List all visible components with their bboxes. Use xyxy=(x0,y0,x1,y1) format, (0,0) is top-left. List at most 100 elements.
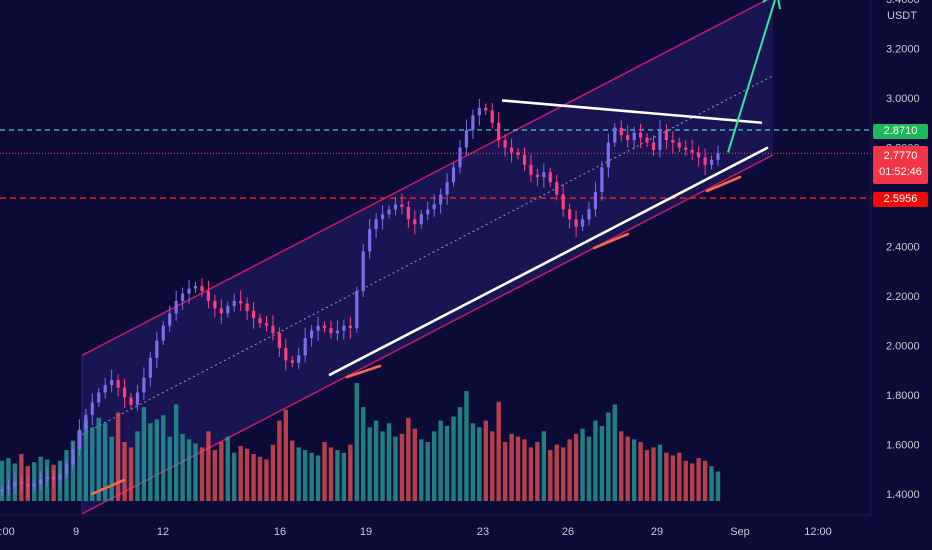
ascending-support-line xyxy=(328,146,769,377)
volume-bar xyxy=(83,420,89,501)
volume-bar xyxy=(103,423,108,501)
candle-body xyxy=(580,219,585,227)
volume-bar xyxy=(328,447,334,501)
price-tick-label: 1.4000 xyxy=(886,489,920,501)
volume-bar xyxy=(638,442,643,501)
volume-bar xyxy=(193,443,198,501)
candle-body xyxy=(342,325,346,331)
volume-bar xyxy=(148,423,153,501)
candle-countdown: 01:52:46 xyxy=(879,166,922,178)
volume-bar xyxy=(180,433,185,501)
candle-body xyxy=(503,140,507,148)
volume-bar xyxy=(264,459,269,501)
volume-bar xyxy=(154,419,160,501)
candle-body xyxy=(58,474,62,480)
candle-body xyxy=(400,204,404,207)
volume-bar xyxy=(386,423,392,501)
candle-body xyxy=(90,402,94,415)
volume-bar xyxy=(625,436,630,501)
volume-bar xyxy=(593,420,598,501)
projection-arrow-head xyxy=(762,0,781,10)
candle-body xyxy=(529,164,533,175)
volume-bar xyxy=(438,420,443,501)
candle-body xyxy=(684,147,688,150)
candle-body xyxy=(593,192,598,210)
candle-body xyxy=(64,464,69,475)
volume-bar xyxy=(399,433,405,501)
candle-body xyxy=(155,340,159,358)
candle-body xyxy=(355,291,359,329)
volume-bar xyxy=(496,401,501,501)
candle-body xyxy=(393,204,398,210)
candle-body xyxy=(226,305,230,314)
candle-body xyxy=(348,325,352,329)
candle-body xyxy=(251,310,256,319)
volume-bar xyxy=(206,431,211,501)
volume-bar xyxy=(644,450,650,501)
candle-body xyxy=(406,206,410,220)
price-tag-lower-level: 2.5956 xyxy=(873,192,928,207)
candle-body xyxy=(716,153,720,160)
candle-body xyxy=(509,147,514,153)
price-tick-label: 2.2000 xyxy=(886,291,920,303)
volume-bar xyxy=(257,456,263,501)
volume-bar xyxy=(464,391,469,501)
time-axis-labels: 2:00 9 12 16 19 23 26 29 Sep 12:00 xyxy=(0,526,832,538)
candle-body xyxy=(419,214,423,225)
candle-body xyxy=(632,132,636,141)
volume-bar xyxy=(451,416,456,501)
candle-body xyxy=(84,414,88,430)
candle-body xyxy=(497,122,501,141)
time-axis-label: 23 xyxy=(477,526,489,538)
volume-bar xyxy=(689,463,695,501)
candle-body xyxy=(697,152,701,158)
price-axis-ticks: 3.40003.20003.00002.80002.60002.40002.20… xyxy=(886,0,920,501)
volume-bar xyxy=(135,431,140,501)
candle-body xyxy=(439,194,443,205)
candle-body xyxy=(484,107,488,111)
candle-body xyxy=(187,288,191,294)
volume-bar xyxy=(651,447,656,501)
volume-bar xyxy=(457,407,463,501)
candle-body xyxy=(374,219,378,230)
volume-bar xyxy=(96,417,101,501)
volume-bar xyxy=(225,436,230,501)
volume-bar xyxy=(212,450,218,501)
candle-body xyxy=(310,330,314,339)
candle-body xyxy=(477,107,481,116)
candle-body xyxy=(361,251,365,292)
volume-bar xyxy=(715,471,721,501)
volume-bar xyxy=(309,452,314,501)
candle-body xyxy=(464,130,469,148)
volume-bar xyxy=(606,412,611,501)
volume-bar xyxy=(90,427,95,501)
volume-bar xyxy=(670,455,676,501)
candle-body xyxy=(303,338,307,356)
trend-drawings[interactable] xyxy=(90,0,781,496)
candle-body xyxy=(161,325,165,341)
candle-body xyxy=(13,481,17,487)
volume-bar xyxy=(709,466,714,501)
time-axis-label: 19 xyxy=(360,526,372,538)
volume-bar xyxy=(380,431,385,501)
candle-body xyxy=(387,209,391,215)
candle-body xyxy=(651,142,656,150)
candle-body xyxy=(451,167,456,183)
volume-bar xyxy=(560,447,566,501)
volume-bar xyxy=(354,383,359,501)
candle-body xyxy=(213,300,217,309)
volume-bar xyxy=(167,436,172,501)
channel-fill xyxy=(82,0,773,514)
candle-body xyxy=(32,484,36,487)
price-axis-panel[interactable] xyxy=(871,0,932,550)
volume-bar xyxy=(548,450,553,501)
time-axis-label: 16 xyxy=(274,526,286,538)
candle-body xyxy=(135,392,140,405)
volume-bar xyxy=(315,455,321,501)
candle-body xyxy=(548,172,552,183)
price-tag-current: 2.7770 01:52:46 xyxy=(873,146,928,184)
volume-bar xyxy=(70,440,76,501)
candle-body xyxy=(142,377,146,393)
candle-body xyxy=(413,219,417,225)
